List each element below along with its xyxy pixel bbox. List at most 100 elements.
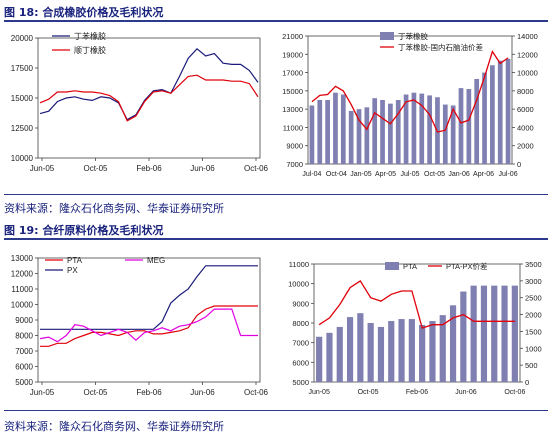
y2-tick-label: 3000: [525, 277, 542, 286]
y-tick-label: 11000: [11, 285, 33, 294]
bar: [346, 317, 354, 382]
divider: [4, 194, 548, 195]
legend-label: 丁苯橡胶: [74, 31, 106, 41]
bar: [333, 92, 338, 164]
y2-tick-label: 2000: [525, 311, 542, 320]
y2-tick-label: 0: [525, 378, 529, 387]
bar: [348, 110, 354, 164]
bar: [388, 103, 393, 164]
y2-tick-label: 8000: [517, 87, 534, 96]
y-tick-label: 10000: [11, 154, 34, 163]
y-tick-label: 9000: [286, 142, 303, 151]
spread-line: [311, 49, 509, 133]
series-line-2: [39, 74, 259, 122]
bar: [490, 65, 495, 164]
bar: [501, 285, 508, 382]
spread-line: [318, 279, 515, 329]
bar: [449, 305, 457, 382]
bar: [325, 100, 330, 164]
x-tick-label: Jun-05: [30, 164, 55, 173]
title-rule: [4, 20, 548, 22]
x-tick-label: Oct-05: [358, 389, 379, 396]
figure-19-title: 图 19: 合纤原料价格及毛利状况: [4, 224, 164, 237]
x-tick-label: Jun-05: [308, 389, 330, 396]
x-tick-label: Jul-06: [499, 171, 518, 178]
legend-label: PTA: [403, 262, 417, 271]
bar: [458, 88, 464, 164]
y-tick-label: 11000: [283, 123, 303, 132]
y2-tick-label: 1000: [525, 344, 542, 353]
series-line-1: [39, 47, 259, 121]
bar: [340, 94, 346, 164]
y2-tick-label: 12000: [517, 50, 538, 59]
x-tick-label: Apr-06: [473, 171, 494, 178]
y2-tick-label: 6000: [517, 105, 534, 114]
x-tick-label: Oct-05: [424, 171, 445, 178]
bar: [326, 332, 333, 382]
bar: [364, 107, 370, 164]
bar: [411, 92, 417, 164]
x-tick-label: Jan-06: [448, 171, 470, 178]
y-tick-label: 13000: [11, 254, 34, 263]
bar: [395, 100, 401, 164]
y-tick-label: 20000: [11, 34, 34, 43]
y-tick-label: 9000: [15, 316, 33, 325]
y-tick-label: 10000: [288, 280, 309, 289]
y2-tick-label: 2500: [525, 294, 542, 303]
x-tick-label: Jul-05: [400, 171, 419, 178]
bar: [372, 98, 378, 164]
plot-area: [307, 35, 513, 165]
y-tick-label: 12500: [11, 124, 34, 133]
plot-area: [37, 37, 261, 159]
x-tick-label: Oct-06: [244, 164, 269, 173]
y-tick-label: 6000: [15, 363, 33, 372]
x-tick-label: Apr-05: [375, 171, 396, 178]
y-tick-label: 19000: [282, 50, 303, 59]
x-tick-label: Oct-06: [244, 388, 269, 397]
x-tick-label: Oct-05: [83, 388, 108, 397]
y2-tick-label: 14000: [517, 32, 538, 41]
y2-tick-label: 2000: [517, 142, 534, 151]
bar: [388, 321, 395, 382]
x-tick-label: Oct-06: [504, 389, 525, 396]
title-rule: [4, 238, 548, 240]
legend-label: 丁苯橡胶-国内石脑油价差: [398, 42, 483, 52]
bar: [377, 326, 385, 382]
y2-tick-label: 4000: [517, 123, 534, 132]
bar: [403, 94, 409, 164]
x-tick-label: Jul-04: [302, 171, 321, 178]
figure-18-title: 图 18: 合成橡胶价格及毛利状况: [4, 6, 164, 19]
y-tick-label: 7000: [15, 347, 33, 356]
series-line-2: [40, 265, 258, 330]
y-tick-label: 10000: [11, 301, 34, 310]
bar: [505, 58, 511, 164]
legend-label: 丁苯橡胶: [398, 31, 428, 41]
bar: [408, 319, 415, 382]
bar: [466, 89, 472, 164]
y-tick-label: 11000: [289, 260, 309, 269]
bar: [419, 93, 425, 164]
bar: [356, 109, 362, 164]
x-tick-label: Jun-05: [30, 388, 55, 397]
legend-label: PTA-PX价差: [446, 261, 488, 271]
series-line-1: [40, 305, 258, 347]
bar: [336, 326, 343, 382]
fiber-material-price-chart: 5000 6000 7000 8000 9000 10000 11000 12000 13000…: [11, 254, 269, 397]
source-note: 资料来源：隆众石化商务网、华泰证券研究所: [4, 202, 224, 215]
x-tick-label: Feb-06: [136, 164, 162, 173]
rubber-price-chart: 10000 12500 15000 17500 20000 Jun-05 Oct-05 Feb…: [11, 31, 269, 173]
legend-label: PTA: [67, 256, 83, 265]
bar: [317, 100, 323, 164]
rubber-margin-chart: 7000 9000 11000 13000 15000 17000 19000 21000 0 2…: [282, 31, 538, 178]
bar: [470, 285, 477, 382]
divider: [4, 410, 548, 411]
pta-margin-chart: 5000 6000 7000 8000 9000 10000 11000 0 500 1000 15…: [288, 260, 542, 396]
y-tick-label: 13000: [282, 105, 303, 114]
bar: [480, 285, 488, 382]
bar: [419, 324, 426, 382]
y2-tick-label: 3500: [525, 260, 542, 269]
y-tick-label: 7000: [292, 339, 309, 348]
bar: [357, 313, 364, 382]
y-tick-label: 9000: [292, 299, 309, 308]
bar: [316, 336, 323, 382]
